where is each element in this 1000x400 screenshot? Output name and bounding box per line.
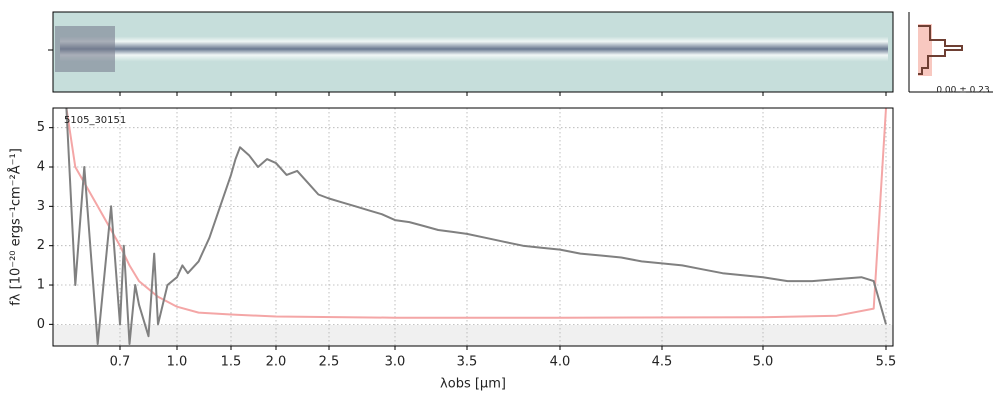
x-tick-label: 3.0: [385, 355, 406, 370]
y-tick-label: 5: [37, 120, 45, 135]
spectrum-2d-panel: [48, 11, 894, 93]
x-tick-label: 1.5: [221, 355, 242, 370]
x-tick-label: 1.0: [167, 355, 188, 370]
zero-band: [53, 325, 893, 346]
y-axis-label: fλ [10⁻²⁰ ergs⁻¹cm⁻²Å⁻¹]: [8, 148, 24, 306]
x-tick-label: 5.5: [876, 355, 897, 370]
annotation: 5105_30151: [64, 115, 126, 126]
histogram-label: 0.00 ± 0.23: [936, 86, 989, 96]
y-tick-label: 0: [37, 317, 45, 332]
x-tick-label: 5.0: [753, 355, 774, 370]
spectrum-line: [65, 107, 887, 345]
x-tick-label: 3.5: [457, 355, 478, 370]
x-tick-label: 2.0: [266, 355, 287, 370]
y-tick-label: 1: [37, 278, 45, 293]
x-tick-label: 2.5: [319, 355, 340, 370]
x-axis-label: λobs [μm]: [440, 377, 506, 392]
x-tick-label: 4.0: [550, 355, 571, 370]
x-tick-label: 4.5: [652, 355, 673, 370]
x-tick-label: 0.7: [110, 355, 131, 370]
histogram-panel: 0.00 ± 0.23: [908, 12, 993, 96]
plot-frame: [52, 107, 894, 347]
y-tick-label: 2: [37, 238, 45, 253]
y-tick-label: 3: [37, 199, 45, 214]
y-tick-label: 4: [37, 160, 45, 175]
